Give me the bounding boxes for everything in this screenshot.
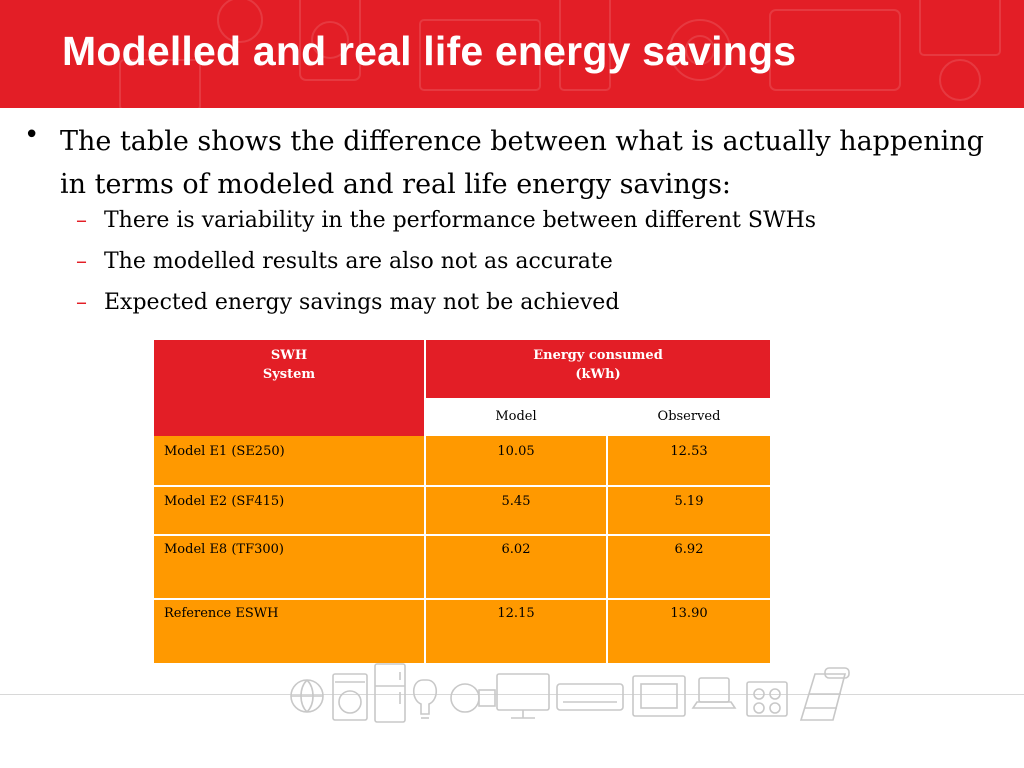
- header-energy-line1: Energy consumed: [533, 348, 663, 363]
- title-banner: Modelled and real life energy savings: [0, 0, 1024, 108]
- globe-icon: [290, 679, 324, 713]
- slide-title: Modelled and real life energy savings: [62, 28, 797, 74]
- header-energy-consumed: Energy consumed (kWh): [426, 340, 770, 398]
- dash-icon: –: [76, 208, 87, 233]
- table-cell-observed: 5.19: [608, 487, 770, 534]
- washing-machine-icon: [332, 673, 368, 721]
- energy-table: SWH System Energy consumed (kWh) Model O…: [154, 340, 770, 663]
- appliance-icons-strip: [290, 663, 850, 723]
- air-conditioner-icon: [556, 683, 624, 711]
- table-cell-model: 6.02: [426, 536, 606, 598]
- dash-icon: –: [76, 290, 87, 315]
- solar-water-heater-icon: [799, 667, 850, 721]
- heat-pump-icon: [450, 683, 496, 713]
- table-cell-observed: 12.53: [608, 436, 770, 485]
- refrigerator-icon: [374, 663, 406, 723]
- table-cell-model: 10.05: [426, 436, 606, 485]
- table-cell-system: Reference ESWH: [154, 600, 424, 663]
- laptop-icon: [691, 677, 737, 709]
- table-cell-observed: 6.92: [608, 536, 770, 598]
- header-observed: Observed: [608, 398, 770, 436]
- cooktop-icon: [746, 681, 788, 717]
- heater-icon: [632, 675, 686, 717]
- main-bullet-text: The table shows the difference between w…: [60, 126, 984, 200]
- appliance-pattern-background: [119, 0, 1001, 108]
- table-cell-system: Model E8 (TF300): [154, 536, 424, 598]
- table-cell-system: Model E2 (SF415): [154, 487, 424, 534]
- sub-bullet-text: Expected energy savings may not be achie…: [104, 290, 620, 315]
- table-cell-model: 5.45: [426, 487, 606, 534]
- light-bulb-icon: [412, 679, 438, 719]
- header-swh-line2: System: [262, 367, 316, 382]
- table-cell-observed: 13.90: [608, 600, 770, 663]
- television-icon: [496, 673, 550, 719]
- header-model: Model: [426, 398, 606, 436]
- bullet-dot-icon: •: [24, 120, 40, 150]
- header-energy-line2: (kWh): [575, 367, 621, 382]
- header-swh-line1: SWH: [270, 348, 308, 363]
- footer-divider: [0, 694, 1024, 695]
- dash-icon: –: [76, 249, 87, 274]
- table-cell-model: 12.15: [426, 600, 606, 663]
- table-cell-system: Model E1 (SE250): [154, 436, 424, 485]
- sub-bullet-text: There is variability in the performance …: [104, 208, 817, 233]
- sub-bullet-text: The modelled results are also not as acc…: [104, 249, 613, 274]
- header-swh-system: SWH System: [154, 340, 424, 436]
